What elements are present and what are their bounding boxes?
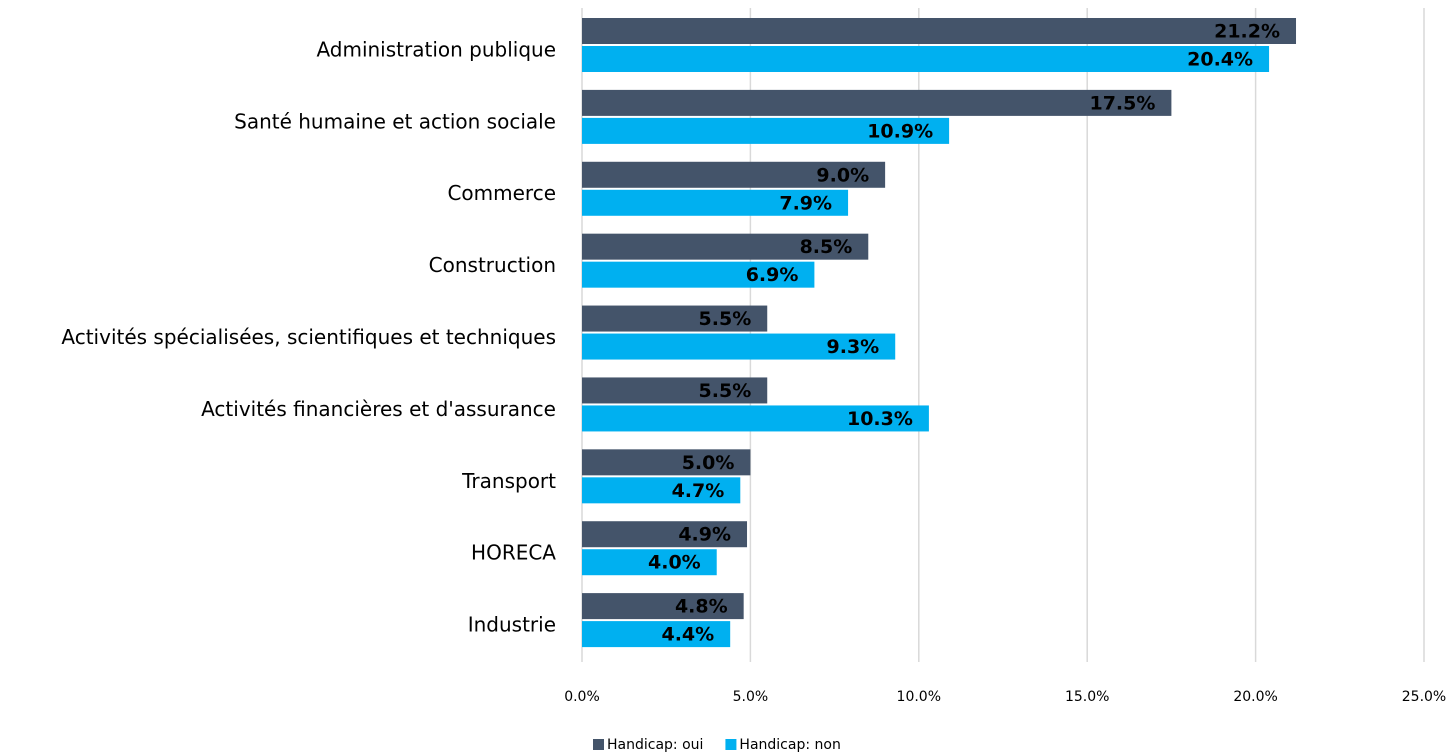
category-label: HORECA (471, 541, 556, 565)
data-label: 9.0% (816, 164, 869, 186)
bar (582, 46, 1270, 72)
x-tick-label: 20.0% (1233, 689, 1277, 705)
category-label: Activités spécialisées, scientifiques et… (61, 325, 556, 349)
bar (582, 521, 748, 548)
data-label: 8.5% (800, 236, 853, 258)
bar (582, 18, 1297, 44)
x-tick-label: 5.0% (733, 689, 769, 705)
x-tick-label: 15.0% (1065, 689, 1109, 705)
data-label: 10.3% (847, 408, 913, 430)
data-label: 7.9% (779, 192, 832, 214)
data-label: 4.4% (661, 624, 714, 646)
legend-swatch (593, 739, 604, 750)
data-label: 4.9% (678, 524, 731, 546)
category-label: Construction (429, 253, 556, 277)
data-label: 9.3% (827, 336, 880, 358)
bar (582, 477, 741, 504)
category-label: Santé humaine et action sociale (234, 109, 556, 133)
bar (582, 305, 768, 332)
data-label: 4.0% (648, 552, 701, 574)
data-label: 5.5% (699, 380, 752, 402)
bar (582, 549, 717, 576)
data-label: 6.9% (746, 264, 799, 286)
bar (582, 593, 744, 620)
category-label: Industrie (468, 613, 556, 637)
data-label: 4.8% (675, 596, 728, 618)
bar (582, 261, 815, 288)
category-label: Transport (461, 469, 556, 493)
data-label: 5.5% (699, 308, 752, 330)
x-tick-label: 25.0% (1402, 689, 1446, 705)
bar (582, 233, 869, 260)
data-label: 5.0% (682, 452, 735, 474)
bar (582, 189, 849, 216)
legend-label: Handicap: non (739, 737, 840, 753)
x-tick-label: 0.0% (564, 689, 600, 705)
bar (582, 333, 896, 360)
category-label: Activités financières et d'assurance (201, 397, 556, 421)
data-label: 21.2% (1214, 21, 1280, 43)
bar (582, 117, 950, 144)
bar (582, 449, 751, 476)
bar (582, 161, 886, 188)
bar (582, 405, 929, 432)
bar (582, 621, 731, 648)
data-label: 4.7% (672, 480, 725, 502)
data-label: 17.5% (1089, 92, 1155, 114)
x-tick-label: 10.0% (897, 689, 941, 705)
category-label: Commerce (447, 181, 556, 205)
legend-swatch (725, 739, 737, 750)
bar (582, 89, 1172, 116)
data-label: 20.4% (1187, 49, 1253, 71)
legend-label: Handicap: oui (607, 737, 703, 753)
category-label: Administration publique (316, 37, 556, 61)
bar (582, 377, 768, 404)
data-label: 10.9% (867, 120, 933, 142)
